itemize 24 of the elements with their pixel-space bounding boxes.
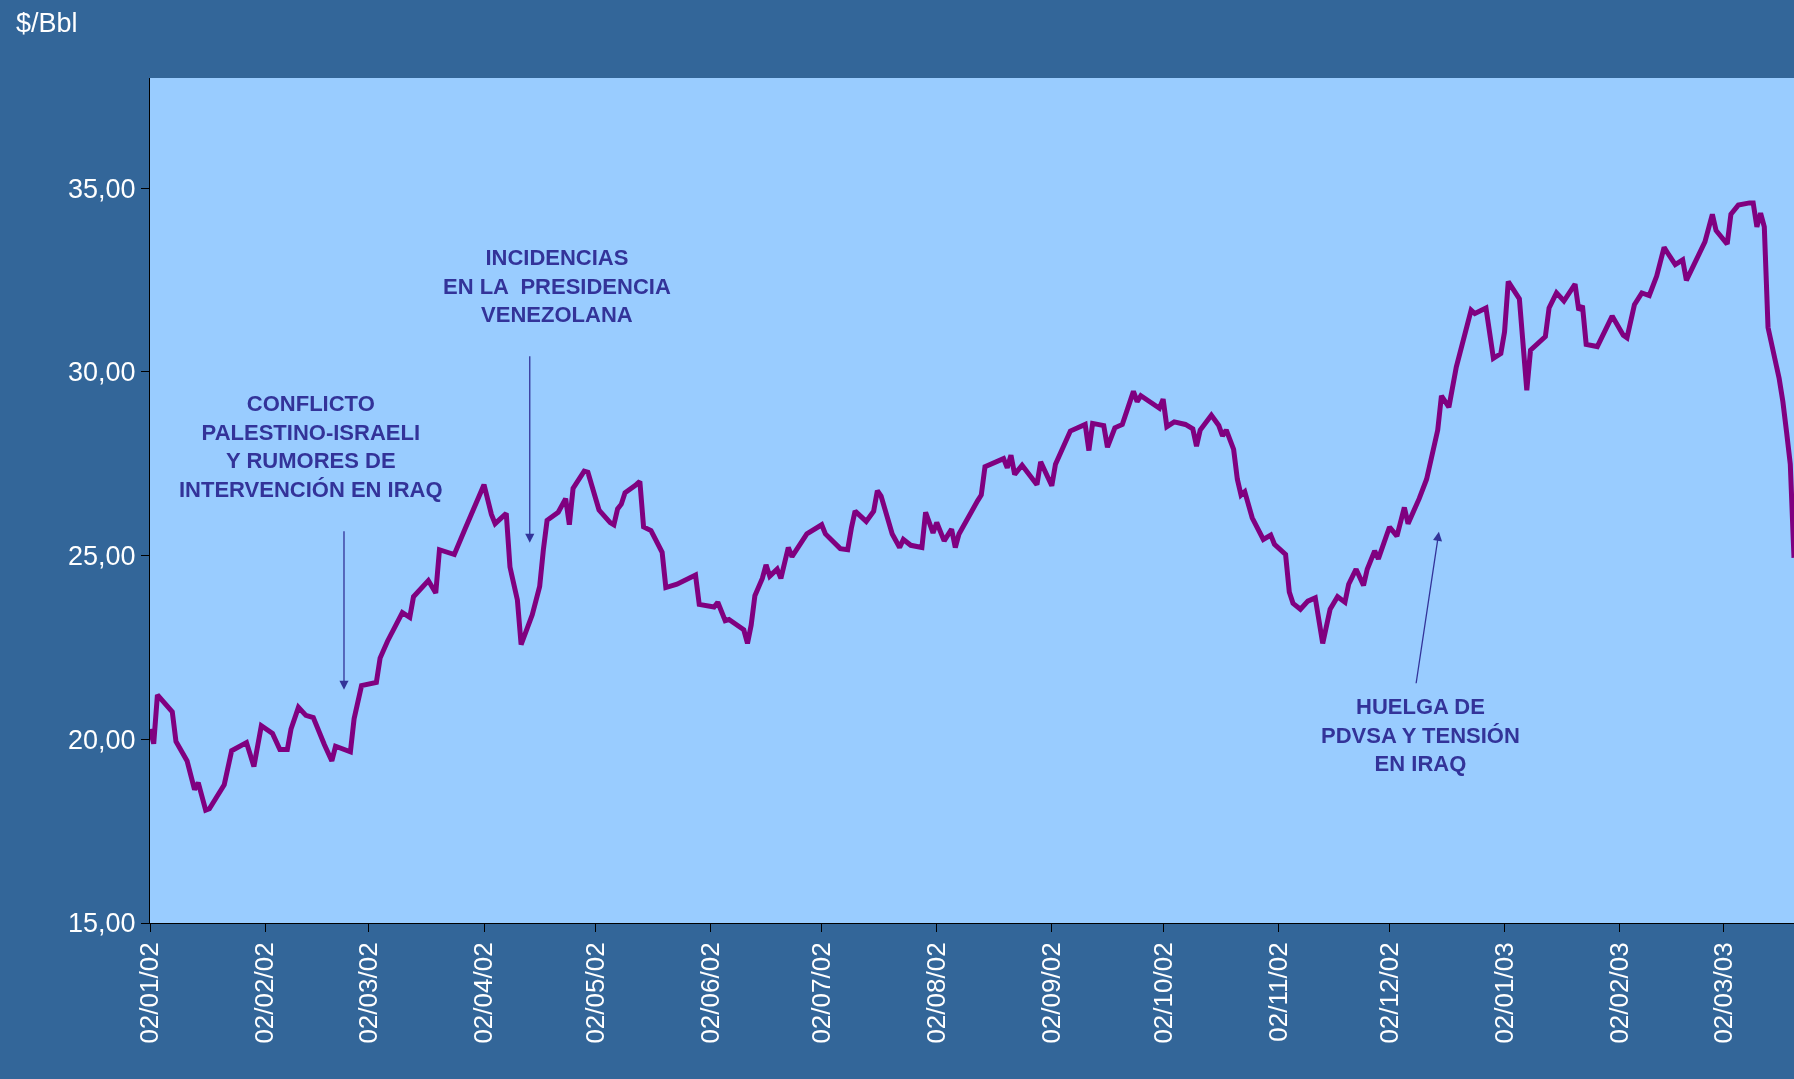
x-tick-label: 02/02/02 <box>249 942 280 1044</box>
x-tick-label: 02/05/02 <box>579 942 610 1044</box>
x-tick-label: 02/09/02 <box>1036 942 1067 1044</box>
x-tick-label: 02/02/03 <box>1604 942 1635 1044</box>
x-tick-label: 02/10/02 <box>1147 942 1178 1044</box>
x-tick-label: 02/03/03 <box>1707 942 1738 1044</box>
x-tick-label: 02/01/02 <box>134 942 165 1044</box>
annotation: HUELGA DE PDVSA Y TENSIÓN EN IRAQ <box>1321 694 1520 777</box>
annotation: CONFLICTO PALESTINO-ISRAELI Y RUMORES DE INTERVENCIÓN EN IRAQ <box>179 391 443 502</box>
y-tick-label: 30,00 <box>68 357 136 388</box>
x-tick-label: 02/12/02 <box>1373 942 1404 1044</box>
x-tick-label: 02/07/02 <box>806 942 837 1044</box>
x-tick-label: 02/11/02 <box>1262 942 1293 1042</box>
x-tick-label: 02/06/02 <box>694 942 725 1044</box>
y-axis-title: $/Bbl <box>16 8 78 38</box>
y-tick-label: 35,00 <box>68 173 136 204</box>
x-tick-label: 02/01/03 <box>1488 942 1519 1044</box>
y-tick-label: 25,00 <box>68 541 136 572</box>
y-tick-label: 20,00 <box>68 724 136 755</box>
annotation: INCIDENCIAS EN LA PRESIDENCIA VENEZOLANA <box>443 245 671 328</box>
x-tick-label: 02/08/02 <box>921 942 952 1044</box>
x-tick-label: 02/04/02 <box>468 942 499 1044</box>
y-tick-label: 15,00 <box>68 908 136 939</box>
x-tick-label: 02/03/02 <box>353 942 384 1044</box>
